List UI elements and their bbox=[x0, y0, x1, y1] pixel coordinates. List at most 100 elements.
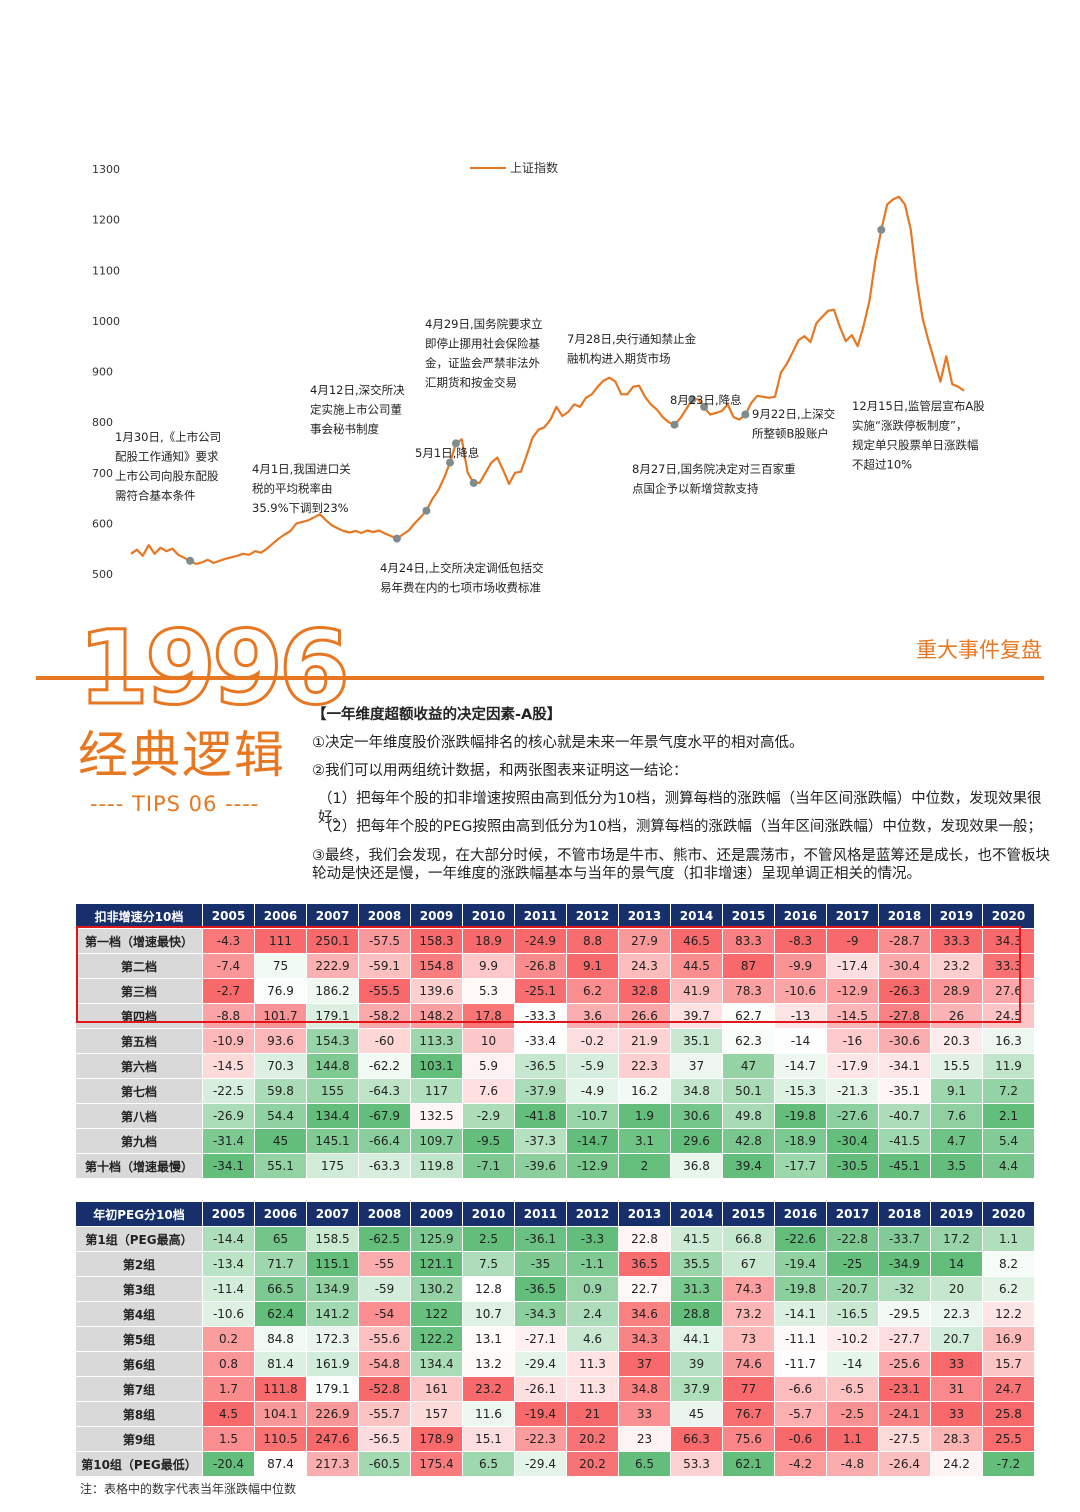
table-cell: -17.7 bbox=[774, 1153, 827, 1179]
table-cell: 179.1 bbox=[306, 1376, 359, 1402]
table-cell: -0.2 bbox=[566, 1028, 619, 1054]
table-cell: -67.9 bbox=[358, 1103, 411, 1129]
table-cell: 22.7 bbox=[618, 1276, 671, 1302]
table-cell: 34.8 bbox=[618, 1376, 671, 1402]
table-cell: -26.9 bbox=[202, 1103, 255, 1129]
table-cell: 5.3 bbox=[462, 978, 515, 1004]
table-cell: -10.9 bbox=[202, 1028, 255, 1054]
table-cell: 13.2 bbox=[462, 1351, 515, 1377]
text-point-2: ②我们可以用两组统计数据，和两张图表来证明这一结论： bbox=[312, 763, 688, 779]
chart-legend: 上证指数 bbox=[470, 160, 558, 175]
table-cell: -30.5 bbox=[826, 1153, 879, 1179]
table-cell: -19.4 bbox=[514, 1401, 567, 1427]
table-header-year: 2008 bbox=[358, 1202, 411, 1227]
table-row: 第七档 -22.5 59.8 155 -64.3 117 7.6 -37.9 -4.9 16.2 3… bbox=[76, 1078, 1035, 1104]
table-cell: -22.3 bbox=[514, 1426, 567, 1452]
annotation-line: 12月15日,监管层宣布A股 bbox=[852, 399, 985, 413]
table-cell: 59.8 bbox=[254, 1078, 307, 1104]
table-cell: 132.5 bbox=[410, 1103, 463, 1129]
table-cell: 20 bbox=[930, 1276, 983, 1302]
table-cell: -4.3 bbox=[202, 928, 255, 954]
table-cell: 144.8 bbox=[306, 1053, 359, 1079]
table-cell: 34.3 bbox=[618, 1326, 671, 1352]
annotation-line: 易年费在内的七项市场收费标准 bbox=[380, 581, 541, 595]
table-cell: 76.7 bbox=[722, 1401, 775, 1427]
annotation-line: 税的平均税率由 bbox=[252, 482, 333, 496]
table-row: 第9组 1.5 110.5 247.6 -56.5 178.9 15.1 -22.3 20.2 2… bbox=[76, 1426, 1035, 1452]
table-cell: 81.4 bbox=[254, 1351, 307, 1377]
table-cell: 1.9 bbox=[618, 1103, 671, 1129]
table-cell: -66.4 bbox=[358, 1128, 411, 1154]
text-point-3a: ③最终，我们会发现，在大部分时候，不管市场是牛市、熊市、还是震荡市，不管风格是蓝… bbox=[312, 848, 1050, 864]
table-cell: 25.8 bbox=[982, 1401, 1035, 1427]
annotation-line: 点国企予以新增贷款支持 bbox=[632, 482, 759, 496]
table-cell: -14.4 bbox=[202, 1226, 255, 1252]
table-header-year: 2009 bbox=[410, 1202, 463, 1227]
table-cell: 74.3 bbox=[722, 1276, 775, 1302]
annotation-line: 8月23日,降息 bbox=[670, 393, 742, 407]
table-cell: 26.6 bbox=[618, 1003, 671, 1029]
table-cell: 178.9 bbox=[410, 1426, 463, 1452]
table-cell: 27.6 bbox=[982, 978, 1035, 1004]
annotation-line: 7月28日,央行通知禁止金 bbox=[567, 332, 697, 346]
table-cell: -34.3 bbox=[514, 1301, 567, 1327]
table-cell: -16 bbox=[826, 1028, 879, 1054]
table-cell: -2.7 bbox=[202, 978, 255, 1004]
table-cell: -1.1 bbox=[566, 1251, 619, 1277]
annotation-line: 35.9%下调到23% bbox=[252, 501, 349, 515]
table-cell: 24.2 bbox=[930, 1451, 983, 1477]
table-cell: 6.5 bbox=[618, 1451, 671, 1477]
table-cell: -16.5 bbox=[826, 1301, 879, 1327]
table-cell: 179.1 bbox=[306, 1003, 359, 1029]
y-tick-label: 600 bbox=[92, 517, 113, 530]
table-cell: 22.3 bbox=[618, 1053, 671, 1079]
table-cell: 23 bbox=[618, 1426, 671, 1452]
y-tick-label: 900 bbox=[92, 366, 113, 379]
table-cell: -27.6 bbox=[826, 1103, 879, 1129]
table-cell: 30.6 bbox=[670, 1103, 723, 1129]
table-cell: 2.4 bbox=[566, 1301, 619, 1327]
table-cell: -37.9 bbox=[514, 1078, 567, 1104]
table-cell: -29.4 bbox=[514, 1351, 567, 1377]
table-cell: -18.9 bbox=[774, 1128, 827, 1154]
row-label: 第8组 bbox=[76, 1401, 203, 1427]
table-cell: 113.3 bbox=[410, 1028, 463, 1054]
table-row: 第5组 0.2 84.8 172.3 -55.6 122.2 13.1 -27.1 4.6 34.… bbox=[76, 1326, 1035, 1352]
table-cell: 130.2 bbox=[410, 1276, 463, 1302]
table-cell: -20.7 bbox=[826, 1276, 879, 1302]
tips-label: ---- TIPS 06 ---- bbox=[90, 792, 260, 816]
event-marker bbox=[877, 225, 886, 234]
table-header-year: 2005 bbox=[202, 904, 255, 929]
table-cell: -59 bbox=[358, 1276, 411, 1302]
table-cell: -45.1 bbox=[878, 1153, 931, 1179]
row-label: 第4组 bbox=[76, 1301, 203, 1327]
table-header-year: 2015 bbox=[722, 1202, 775, 1227]
table-cell: 34.3 bbox=[982, 928, 1035, 954]
table-cell: 33.3 bbox=[982, 953, 1035, 979]
table-cell: -36.1 bbox=[514, 1226, 567, 1252]
annotation-line: 配股工作通知》要求 bbox=[115, 450, 219, 464]
table-cell: 161.9 bbox=[306, 1351, 359, 1377]
event-markers bbox=[186, 225, 886, 565]
text-point-2-1: （1）把每年个股的扣非增速按照由高到低分为10档，测算每档的涨跌幅（当年区间涨跌… bbox=[318, 791, 1042, 826]
table-cell: -4.2 bbox=[774, 1451, 827, 1477]
event-marker bbox=[392, 534, 401, 543]
classic-logic-title: 经典逻辑 bbox=[78, 726, 286, 784]
annotation-line: 融机构进入期货市场 bbox=[567, 352, 671, 366]
table-cell: 35.1 bbox=[670, 1028, 723, 1054]
table-row: 第四档 -8.8 101.7 179.1 -58.2 148.2 17.8 -33.3 3.6 2… bbox=[76, 1003, 1035, 1029]
table-cell: -8.8 bbox=[202, 1003, 255, 1029]
table-cell: 39 bbox=[670, 1351, 723, 1377]
index-series-line bbox=[130, 195, 965, 565]
table-header-year: 2008 bbox=[358, 904, 411, 929]
table-cell: 154.8 bbox=[410, 953, 463, 979]
table-cell: -60.5 bbox=[358, 1451, 411, 1477]
table-header-year: 2006 bbox=[254, 1202, 307, 1227]
table-cell: 75 bbox=[254, 953, 307, 979]
table-cell: 45 bbox=[670, 1401, 723, 1427]
table-cell: 73.2 bbox=[722, 1301, 775, 1327]
table-cell: -11.7 bbox=[774, 1351, 827, 1377]
